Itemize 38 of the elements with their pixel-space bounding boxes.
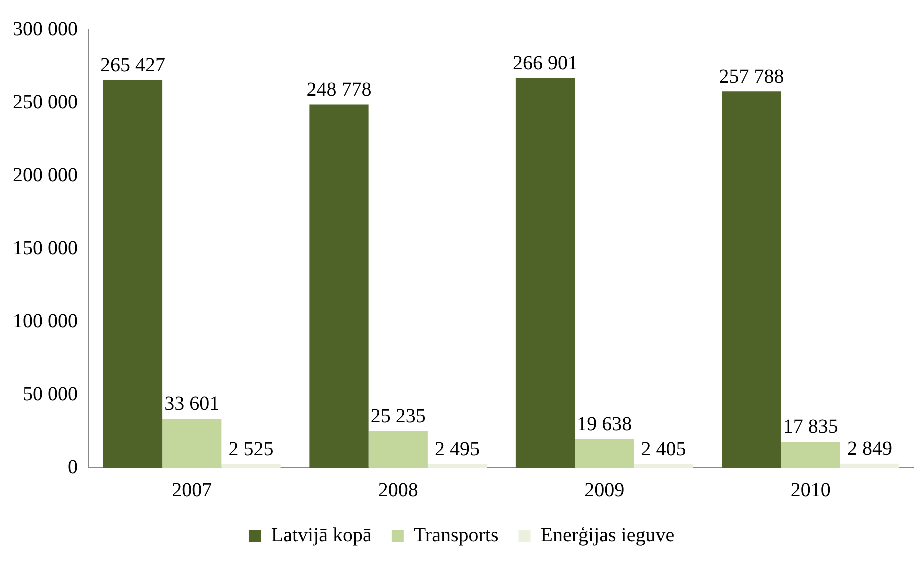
bar [634,464,694,468]
data-label: 257 788 [719,66,784,88]
bar [722,92,782,468]
y-tick-label: 150 000 [13,237,78,260]
data-label: 19 638 [577,414,632,436]
legend-label: Transports [414,524,499,546]
x-tick-label: 2007 [172,479,212,502]
data-label: 248 778 [306,79,372,102]
bar [575,439,634,468]
bar [781,442,840,468]
y-tick-label: 0 [68,456,78,478]
legend-label: Enerģijas ieguve [540,524,675,546]
data-label: 17 835 [783,416,838,438]
data-label: 2 849 [848,438,892,460]
x-tick-label: 2009 [584,479,625,502]
x-tick-label: 2010 [790,479,831,502]
bar [516,78,576,468]
y-tick-label: 50 000 [23,383,78,406]
x-tick-label: 2008 [378,479,418,502]
data-label: 33 601 [164,393,220,416]
data-label: 2 405 [641,438,686,461]
data-label: 2 495 [435,438,480,461]
data-label: 25 235 [370,405,426,428]
bar [368,431,428,468]
data-label: 266 901 [513,52,578,75]
data-label: 265 427 [100,54,166,77]
y-tick-label: 300 000 [13,18,78,40]
y-tick-label: 100 000 [13,310,78,332]
bar [310,104,369,468]
legend-label: Latvijā kopā [271,524,372,546]
y-tick-label: 200 000 [13,164,78,186]
bar [428,464,488,468]
y-tick-label: 250 000 [13,91,78,114]
bar [103,80,163,468]
bar [162,418,222,468]
data-label: 2 525 [228,438,274,461]
bar [840,464,900,468]
bar [222,464,281,468]
